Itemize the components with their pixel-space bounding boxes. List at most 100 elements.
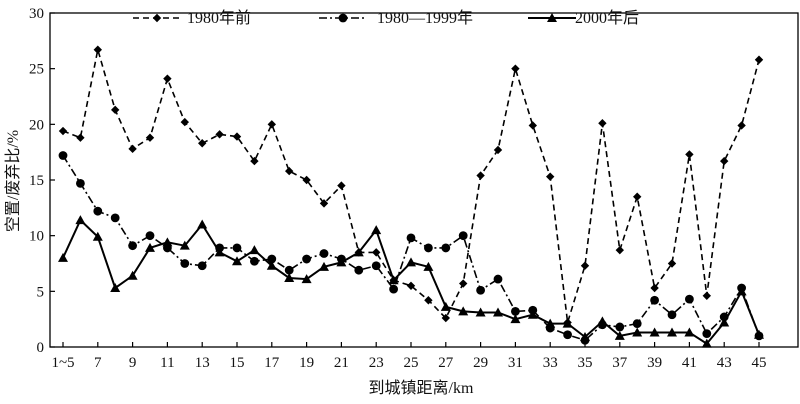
series-2-point-25 [493,274,503,284]
y-tick-label-10: 10 [29,229,44,245]
plot-area [58,45,764,348]
series-2-point-4 [128,241,138,251]
series-2-point-23 [458,231,468,241]
x-tick-label-11: 11 [160,355,174,371]
legend-marker-2 [338,13,348,23]
y-axis-label: 空置/废弃比/% [4,130,22,232]
series-2-point-37 [702,329,712,339]
series-3-point-40 [754,329,764,339]
series-1-point-2 [93,45,102,54]
series-1-point-39 [737,121,746,130]
series-3 [58,215,764,348]
x-tick-label-25: 25 [404,355,419,371]
legend-label-1: 1980年前 [187,9,251,27]
x-tick-label-19: 19 [299,355,314,371]
x-tick-label-41: 41 [682,355,697,371]
legend-label-2: 1980—1999年 [377,9,473,27]
series-1-point-22 [441,313,450,323]
series-3-point-18 [371,225,382,235]
series-3-point-2 [92,231,103,241]
series-3-point-21 [423,261,434,271]
series-1-point-40 [754,55,764,64]
series-3-point-34 [649,327,660,337]
x-tick-label-17: 17 [264,355,280,371]
series-1-point-36 [685,150,694,159]
series-1-point-38 [720,156,729,166]
x-tick-label-15: 15 [230,355,245,371]
series-1-point-16 [337,181,346,190]
series-1-point-33 [633,192,642,201]
series-1-point-5 [145,133,155,142]
series-2-point-2 [93,206,103,216]
series-3-point-37 [701,338,712,348]
x-tick-label-45: 45 [752,355,767,371]
y-tick-label-30: 30 [29,6,44,22]
y-tick-label-0: 0 [37,340,45,356]
series-3-point-33 [632,327,643,337]
series-1-point-20 [406,281,416,290]
series-1-point-37 [702,291,711,300]
x-tick-label-35: 35 [578,355,593,371]
series-2-point-35 [667,310,677,320]
series-2-point-20 [406,233,416,243]
series-3-point-36 [684,327,695,337]
series-2-point-3 [110,213,120,223]
series-3-point-3 [110,282,121,292]
series-1-point-34 [650,283,659,293]
series-2-point-8 [197,261,207,271]
series-2-point-21 [424,243,433,253]
series-2-point-12 [267,254,277,264]
y-tick-label-15: 15 [29,173,44,189]
legend-marker-3 [547,13,557,22]
series-1-point-1 [76,133,85,142]
series-3-point-27 [527,309,538,319]
series-1-point-35 [667,259,677,268]
series-2-point-32 [615,322,625,332]
series-3-point-25 [493,307,503,317]
series-3-point-12 [266,260,277,270]
series-3-point-6 [162,237,173,247]
series-3-point-15 [319,261,329,271]
x-axis-label: 到城镇距离/km [369,379,474,397]
series-3-point-1 [75,215,86,225]
series-2-point-36 [685,294,694,304]
series-2-point-1 [76,178,85,188]
series-1-point-24 [476,171,485,180]
series-2-point-10 [232,243,242,253]
legend: 1980年前 1980—1999年 2000年后 [133,9,639,27]
x-tick-label-7: 7 [94,355,102,371]
series-3-point-26 [510,314,521,324]
legend-marker-1 [152,13,162,23]
x-tick-label-9: 9 [129,355,137,371]
series-2-point-11 [250,256,259,266]
series-2 [58,151,764,345]
series-1-point-0 [58,126,68,136]
series-1-point-12 [267,120,276,129]
series-3-point-8 [197,219,208,229]
x-tick-label-27: 27 [438,355,454,371]
y-tick-label-25: 25 [29,62,44,78]
series-2-point-19 [389,284,398,294]
series-2-point-34 [650,295,659,305]
series-1-point-13 [285,166,294,176]
series-1 [58,45,764,327]
x-tick-label-1~5: 1~5 [51,355,74,371]
series-1-point-32 [615,245,624,255]
x-tick-label-37: 37 [612,355,628,371]
series-1-point-30 [580,261,590,270]
series-2-point-13 [284,265,294,275]
series-3-point-4 [127,270,138,280]
series-1-point-28 [546,172,555,181]
series-3-point-30 [580,331,590,341]
series-1-point-27 [528,121,537,130]
series-2-point-29 [563,330,572,340]
series-3-point-5 [145,242,155,252]
series-2-point-18 [371,261,381,271]
legend-label-3: 2000年后 [575,9,639,27]
series-1-point-11 [250,156,259,166]
series-1-point-31 [598,119,607,128]
series-3-point-35 [667,327,677,337]
x-tick-label-29: 29 [473,355,488,371]
series-1-point-25 [493,145,503,155]
x-tick-label-33: 33 [543,355,558,371]
